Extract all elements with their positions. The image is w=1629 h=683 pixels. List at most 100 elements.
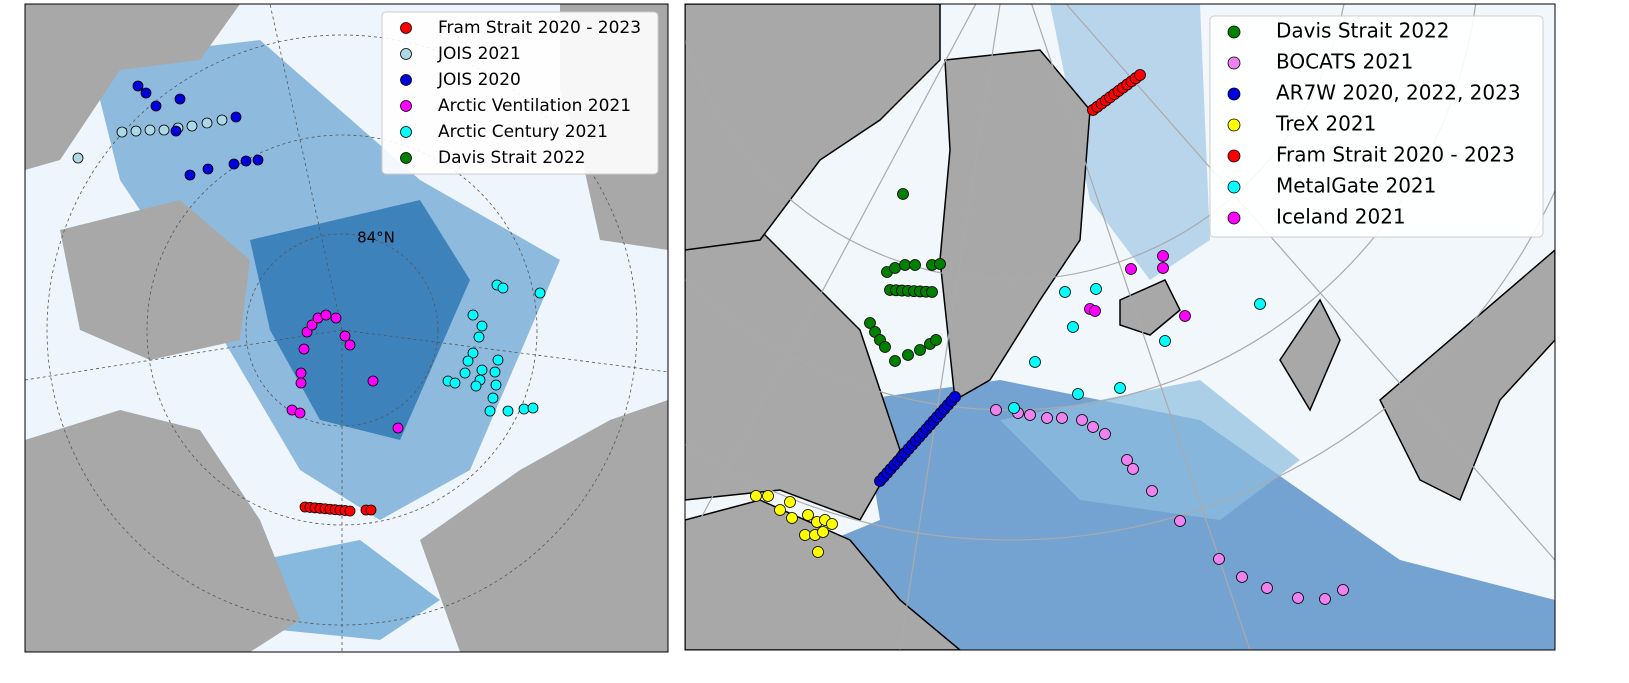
station xyxy=(130,125,142,137)
station xyxy=(497,282,509,294)
station xyxy=(534,287,546,299)
legend-marker xyxy=(400,48,412,60)
station xyxy=(784,496,796,508)
station xyxy=(750,490,762,502)
station xyxy=(240,155,252,167)
legend-marker xyxy=(1227,25,1241,39)
station xyxy=(1090,283,1102,295)
legend-marker xyxy=(1227,56,1241,70)
station xyxy=(144,124,156,136)
legend-marker xyxy=(1227,87,1241,101)
station xyxy=(392,422,404,434)
station xyxy=(1174,515,1186,527)
legend-marker xyxy=(400,152,412,164)
station xyxy=(467,309,479,321)
station xyxy=(1127,463,1139,475)
station xyxy=(1087,421,1099,433)
station xyxy=(934,258,946,270)
frame xyxy=(684,3,1556,651)
station xyxy=(1059,286,1071,298)
legend-marker xyxy=(400,22,412,34)
station xyxy=(367,375,379,387)
station xyxy=(762,490,774,502)
station xyxy=(899,259,911,271)
legend-marker xyxy=(1227,118,1241,132)
station xyxy=(1099,428,1111,440)
station xyxy=(294,407,306,419)
station xyxy=(1319,593,1331,605)
station xyxy=(462,355,474,367)
station xyxy=(174,93,186,105)
station xyxy=(786,512,798,524)
legend-marker xyxy=(1227,149,1241,163)
station xyxy=(889,355,901,367)
station xyxy=(1254,298,1266,310)
station xyxy=(298,343,310,355)
station xyxy=(527,402,539,414)
station xyxy=(467,347,479,359)
station xyxy=(926,286,938,298)
station xyxy=(330,312,342,324)
station xyxy=(1056,412,1068,424)
legend-label: JOIS 2021 xyxy=(437,44,521,64)
station xyxy=(879,341,891,353)
legend-label: Davis Strait 2022 xyxy=(1276,19,1450,43)
station xyxy=(484,405,496,417)
legend-box xyxy=(381,11,659,175)
station xyxy=(817,526,829,538)
station xyxy=(230,111,242,123)
station xyxy=(1157,262,1169,274)
station xyxy=(228,158,240,170)
station xyxy=(1146,485,1158,497)
station xyxy=(1114,382,1126,394)
legend-marker xyxy=(1227,211,1241,225)
station xyxy=(306,319,318,331)
station xyxy=(1236,571,1248,583)
latitude-label: 84°N xyxy=(357,229,395,247)
station xyxy=(502,405,514,417)
station xyxy=(949,391,961,403)
station xyxy=(158,124,170,136)
legend-label: Arctic Century 2021 xyxy=(438,122,608,142)
station xyxy=(799,529,811,541)
station xyxy=(889,262,901,274)
station xyxy=(1159,335,1171,347)
station xyxy=(930,334,942,346)
station xyxy=(909,259,921,271)
station xyxy=(914,344,926,356)
station xyxy=(201,117,213,129)
station xyxy=(473,331,485,343)
station xyxy=(1029,356,1041,368)
station xyxy=(170,125,182,137)
station xyxy=(339,330,351,342)
station xyxy=(1134,69,1146,81)
station xyxy=(1121,454,1133,466)
station xyxy=(449,377,461,389)
station xyxy=(1067,321,1079,333)
station xyxy=(1024,409,1036,421)
legend-marker xyxy=(400,74,412,86)
station xyxy=(365,504,377,516)
station xyxy=(72,152,84,164)
legend-label: MetalGate 2021 xyxy=(1276,174,1436,198)
station xyxy=(1008,402,1020,414)
station xyxy=(487,392,499,404)
legend-label: Fram Strait 2020 - 2023 xyxy=(1276,143,1515,167)
station xyxy=(132,80,144,92)
legend-label: TreX 2021 xyxy=(1275,112,1376,136)
station xyxy=(459,367,471,379)
station xyxy=(902,349,914,361)
station xyxy=(186,120,198,132)
station xyxy=(1179,310,1191,322)
station xyxy=(295,367,307,379)
station xyxy=(1292,592,1304,604)
station xyxy=(344,339,356,351)
station xyxy=(864,317,876,329)
station xyxy=(476,320,488,332)
station xyxy=(202,163,214,175)
station xyxy=(252,154,264,166)
station xyxy=(990,404,1002,416)
legend-label: AR7W 2020, 2022, 2023 xyxy=(1276,81,1521,105)
legend-box xyxy=(1209,15,1544,238)
